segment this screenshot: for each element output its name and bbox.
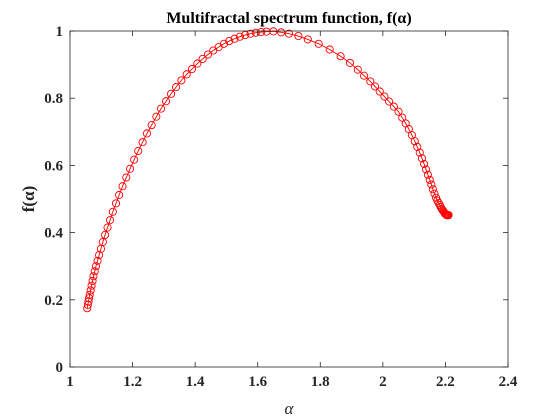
data-point (241, 30, 250, 40)
data-point (421, 165, 431, 174)
data-point (203, 50, 213, 59)
data-point (142, 129, 152, 138)
data-point (91, 262, 101, 271)
data-point (89, 272, 98, 281)
x-tick-label: 1 (66, 374, 74, 390)
data-point (106, 216, 115, 225)
data-point (394, 107, 403, 116)
data-point (122, 173, 131, 182)
data-point (345, 58, 355, 67)
data-point (360, 71, 369, 80)
data-point (370, 82, 380, 91)
data-point (425, 175, 434, 184)
data-point (389, 102, 398, 111)
x-tick-label: 1.6 (248, 374, 267, 390)
data-point (126, 164, 135, 173)
data-point (108, 207, 117, 216)
data-point (93, 256, 102, 265)
data-point (177, 76, 186, 85)
data-point (100, 230, 110, 239)
data-point (156, 104, 166, 113)
data-point (303, 35, 312, 44)
x-tick-label: 2.2 (436, 374, 455, 390)
data-point (98, 237, 107, 247)
y-tick-label: 0.8 (44, 91, 63, 107)
x-tick-label: 2 (379, 374, 387, 390)
chart-title: Multifractal spectrum function, f(α) (166, 10, 411, 27)
x-tick-label: 2.4 (499, 374, 518, 390)
data-point (225, 37, 234, 46)
data-point (385, 97, 394, 106)
data-point (90, 267, 99, 276)
x-axis: 1 1.2 1.4 1.6 1.8 2 2.2 2.4 (66, 31, 518, 390)
data-point (115, 190, 124, 200)
data-point (88, 276, 97, 286)
data-point (103, 223, 112, 232)
data-point (118, 182, 127, 191)
data-point (417, 154, 427, 163)
data-point (219, 39, 228, 48)
data-point (187, 64, 197, 74)
x-tick-label: 1.2 (123, 374, 142, 390)
data-point (251, 28, 260, 37)
x-tick-label: 1.8 (311, 374, 330, 390)
data-point (428, 185, 437, 194)
y-axis: 0 0.2 0.4 0.6 0.8 1 (44, 24, 508, 376)
data-point (230, 34, 239, 43)
data-point (85, 294, 94, 303)
data-point (430, 189, 439, 198)
plot-area (70, 31, 508, 367)
data-point (380, 92, 389, 101)
data-point (87, 281, 96, 290)
data-point (134, 146, 143, 155)
y-tick-label: 0.4 (44, 226, 63, 242)
y-tick-label: 0.6 (44, 158, 63, 174)
data-point (415, 148, 424, 157)
data-point (294, 31, 303, 41)
y-tick-label: 0 (56, 360, 64, 376)
data-point (86, 286, 95, 295)
data-point (147, 121, 156, 130)
y-axis-label: f(α) (19, 186, 38, 212)
data-point (366, 77, 375, 86)
data-point (410, 137, 419, 146)
data-point (152, 112, 161, 121)
marker-layer (83, 27, 453, 313)
data-point (336, 52, 345, 61)
data-point (353, 65, 362, 74)
data-point (193, 59, 202, 68)
data-point (325, 45, 334, 54)
data-point (85, 290, 94, 299)
data-point (235, 32, 244, 41)
data-point (284, 29, 294, 38)
data-point (413, 142, 422, 151)
data-point (138, 138, 147, 147)
data-point (314, 39, 323, 48)
data-point (182, 70, 191, 79)
data-point (427, 180, 436, 189)
data-point (277, 28, 286, 37)
data-point (198, 54, 207, 63)
data-point (433, 196, 442, 205)
x-axis-label: α (285, 399, 295, 418)
data-point (444, 211, 453, 220)
y-tick-label: 0.2 (44, 293, 63, 309)
data-point (420, 160, 429, 169)
data-point (246, 29, 255, 38)
data-point (166, 89, 176, 98)
data-point (130, 155, 139, 164)
data-point (172, 83, 181, 92)
data-point (375, 87, 384, 96)
y-tick-label: 1 (56, 24, 64, 40)
x-tick-label: 1.4 (186, 374, 205, 390)
plot-frame (69, 30, 509, 368)
data-point (423, 170, 432, 179)
data-point (161, 97, 171, 106)
data-point (111, 199, 121, 208)
